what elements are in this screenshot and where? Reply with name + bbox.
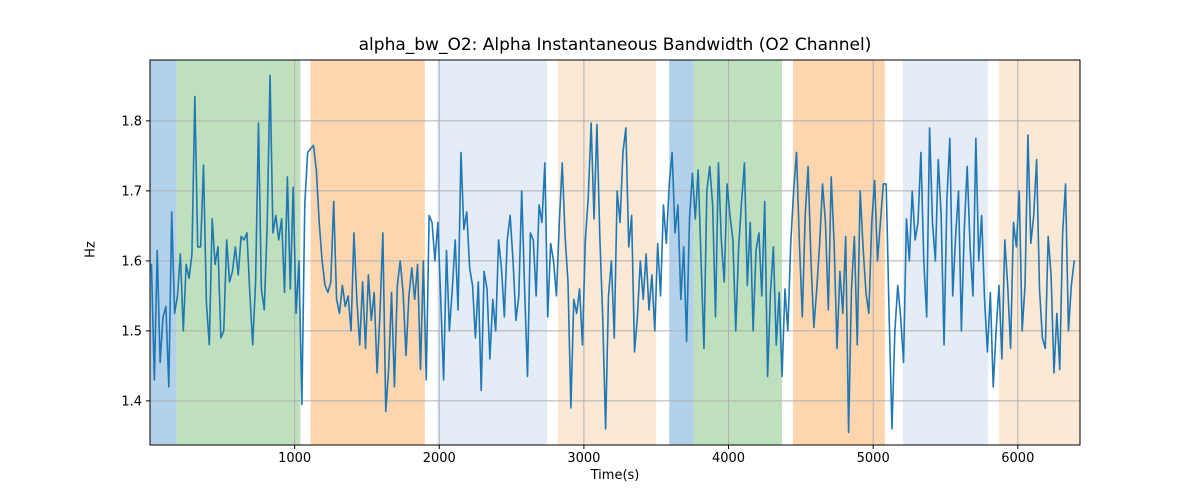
stage-band-8 <box>792 60 885 445</box>
stage-band-10 <box>999 60 1080 445</box>
stage-band-2 <box>176 60 301 445</box>
y-tick-label: 1.7 <box>121 184 142 199</box>
y-axis-label: Hz <box>83 241 99 258</box>
alpha-bandwidth-line <box>150 74 1076 434</box>
y-tick-label: 1.8 <box>121 114 142 129</box>
chart-title: alpha_bw_O2: Alpha Instantaneous Bandwid… <box>358 35 872 55</box>
x-axis-label: Time(s) <box>590 468 640 483</box>
x-tick-label: 3000 <box>567 451 600 466</box>
x-tick-label: 2000 <box>423 451 456 466</box>
x-tick-label: 4000 <box>712 451 745 466</box>
x-tick-label: 6000 <box>1001 451 1034 466</box>
y-tick-label: 1.4 <box>121 394 142 409</box>
y-tick-label: 1.5 <box>121 324 142 339</box>
stage-band-3 <box>310 60 425 445</box>
x-tick-label: 5000 <box>857 451 890 466</box>
plot-border <box>149 59 1081 446</box>
y-tick-label: 1.6 <box>121 254 142 269</box>
stage-band-6 <box>669 60 694 445</box>
x-tick-label: 1000 <box>278 451 311 466</box>
